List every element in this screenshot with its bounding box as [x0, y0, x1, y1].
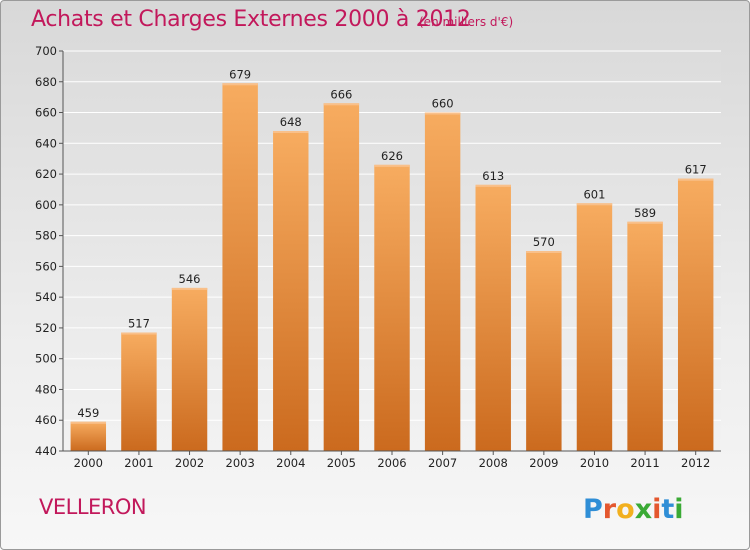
bar-2001 [121, 332, 157, 451]
bars [70, 83, 714, 452]
bar-2005 [323, 103, 360, 452]
y-tick-label: 480 [35, 382, 57, 396]
bar-2009 [526, 251, 562, 451]
x-tick-label: 2004 [276, 456, 305, 470]
data-label: 570 [533, 235, 555, 249]
bar-highlight [677, 178, 714, 181]
bar-highlight [70, 421, 107, 424]
bar-highlight [222, 83, 258, 86]
y-tick-label: 620 [35, 167, 57, 181]
bar-highlight [273, 131, 309, 133]
y-tick-label: 580 [35, 229, 57, 243]
bar-2004 [273, 131, 309, 451]
bar-2000 [70, 421, 107, 451]
y-tick-label: 600 [35, 198, 57, 212]
data-label: 660 [432, 97, 454, 111]
bar-2007 [424, 112, 461, 452]
data-label: 546 [179, 272, 201, 286]
x-axis: 2000 2001 2002 2003 2004 2005 2006 2007 2008 2009… [63, 450, 721, 470]
bar-highlight [627, 221, 663, 224]
commune-name: VELLERON [39, 495, 147, 519]
data-label: 459 [77, 406, 99, 420]
bar-2012 [677, 178, 714, 451]
y-tick-label: 500 [35, 352, 57, 366]
bar-2008 [475, 184, 511, 451]
data-label: 626 [381, 149, 403, 163]
data-label: 666 [330, 87, 352, 101]
data-label: 679 [229, 67, 251, 81]
y-tick-label: 640 [35, 136, 57, 150]
x-tick-label: 2005 [327, 456, 356, 470]
y-tick-label: 460 [35, 413, 57, 427]
y-tick-label: 680 [35, 75, 57, 89]
data-labels: 459 517 546 679 648 666 626 660 613 570 601 589 617 [77, 67, 706, 419]
data-label: 613 [482, 169, 504, 183]
bar-highlight [121, 332, 157, 335]
y-tick-label: 700 [35, 44, 57, 58]
y-axis: 440 460 480 500 520 540 560 580 600 620 640 660 680 7… [35, 44, 64, 458]
x-tick-label: 2003 [226, 456, 255, 470]
data-label: 648 [280, 115, 302, 129]
bar-highlight [424, 112, 461, 115]
data-label: 589 [634, 206, 656, 220]
bar-2011 [627, 221, 663, 451]
x-tick-label: 2002 [175, 456, 204, 470]
bar-highlight [475, 184, 511, 187]
x-tick-label: 2008 [479, 456, 508, 470]
y-tick-label: 560 [35, 259, 57, 273]
bar-highlight [171, 287, 208, 290]
y-tick-label: 660 [35, 106, 57, 120]
chart-subtitle: (en milliers d'€) [419, 15, 514, 29]
bar-2002 [171, 287, 208, 451]
chart-title: Achats et Charges Externes 2000 à 2012 [31, 7, 471, 32]
bar-2006 [374, 164, 410, 451]
x-tick-label: 2009 [529, 456, 558, 470]
bar-2010 [576, 203, 613, 451]
svg-text:Proxiti: Proxiti [583, 494, 684, 525]
bar-highlight [526, 251, 562, 253]
bar-highlight [576, 203, 613, 206]
x-tick-label: 2010 [580, 456, 609, 470]
proxiti-logo: Proxiti [583, 494, 684, 525]
y-tick-label: 440 [35, 444, 57, 458]
bar-2003 [222, 83, 258, 452]
x-tick-label: 2001 [124, 456, 153, 470]
x-tick-label: 2012 [681, 456, 710, 470]
bar-highlight [374, 164, 410, 167]
x-tick-label: 2006 [377, 456, 406, 470]
y-tick-label: 520 [35, 321, 57, 335]
data-label: 617 [685, 163, 707, 177]
data-label: 601 [583, 187, 605, 201]
x-tick-label: 2007 [428, 456, 457, 470]
x-tick-label: 2000 [74, 456, 103, 470]
y-tick-label: 540 [35, 290, 57, 304]
data-label: 517 [128, 317, 150, 331]
bar-highlight [323, 103, 360, 106]
x-tick-label: 2011 [630, 456, 659, 470]
